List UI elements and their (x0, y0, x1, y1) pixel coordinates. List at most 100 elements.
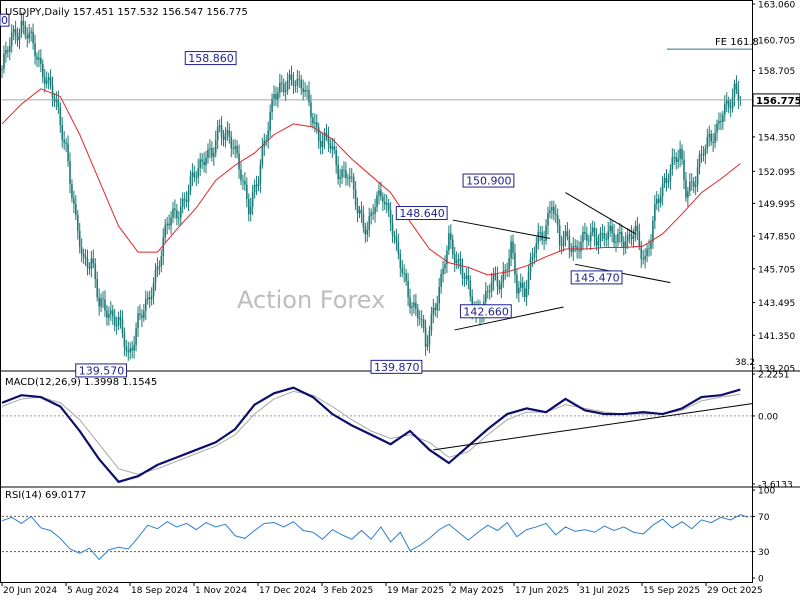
candle-body (673, 156, 676, 158)
candle-body (195, 177, 198, 178)
watermark: Action Forex (237, 286, 385, 314)
candle-body (689, 181, 691, 192)
candle-body (36, 56, 38, 60)
wedge-upper-trendline (565, 192, 636, 235)
candle-body (541, 232, 543, 240)
candle-body (230, 136, 233, 149)
candle-body (26, 35, 29, 39)
candle-body (290, 74, 293, 80)
candle-body (133, 344, 135, 351)
candle-body (364, 226, 367, 235)
candle-body (181, 198, 184, 207)
candle-body (640, 246, 643, 259)
price-annotation-label: 139.570 (79, 364, 125, 377)
candle-body (438, 286, 440, 304)
truncated-annotation-box (0, 13, 10, 27)
candle-body (521, 282, 524, 289)
candle-body (164, 225, 167, 238)
candle-body (617, 233, 619, 243)
candle-body (152, 283, 155, 297)
candle-body (205, 157, 207, 166)
candle-body (485, 291, 487, 302)
candle-body (496, 275, 499, 286)
candle-body (593, 227, 596, 238)
candle-body (529, 259, 532, 272)
candle-body (595, 237, 598, 246)
candle-body (331, 146, 334, 149)
candle-body (609, 225, 611, 232)
candle-body (246, 184, 248, 199)
candle-body (325, 132, 328, 135)
candle-body (98, 297, 100, 307)
candle-body (1, 69, 3, 70)
candle-body (634, 225, 637, 237)
rsi-axis-tick-label: 30 (758, 548, 770, 558)
candle-body (442, 268, 444, 275)
candle-body (720, 120, 722, 123)
candle-body (387, 203, 390, 211)
candle-body (607, 231, 610, 240)
candle-body (698, 154, 701, 168)
candle-body (702, 154, 705, 156)
price-axis-tick-label: 143.495 (758, 299, 795, 309)
candle-body (679, 148, 681, 159)
rsi-panel-title: RSI(14) 69.0177 (5, 490, 86, 501)
candle-body (288, 74, 291, 81)
candle-body (279, 82, 281, 93)
candle-body (139, 313, 141, 316)
date-axis-tick-label: 29 Oct 2025 (707, 586, 763, 596)
date-axis-tick-label: 2 May 2025 (451, 586, 504, 596)
candle-body (665, 177, 668, 183)
candle-body (222, 136, 225, 140)
candle-body (265, 140, 268, 141)
candle-body (397, 242, 400, 254)
candle-body (240, 169, 242, 181)
candle-body (630, 234, 633, 240)
candle-body (362, 213, 365, 227)
fib-retracement-label: 38.2 (735, 358, 755, 368)
candle-body (570, 249, 573, 252)
candle-body (735, 83, 738, 90)
candle-body (696, 167, 699, 185)
candle-body (187, 191, 190, 202)
candle-body (73, 198, 75, 205)
candle-body (135, 328, 137, 345)
candle-body (343, 169, 345, 171)
candle-body (650, 241, 652, 249)
candle-body (611, 225, 613, 234)
macd-trendline (433, 403, 753, 451)
candle-body (597, 241, 600, 246)
candle-body (172, 208, 174, 218)
price-annotation-label: 145.470 (574, 271, 620, 284)
candle-body (486, 291, 489, 292)
candle-body (399, 253, 402, 268)
candle-body (82, 253, 85, 257)
candle-body (551, 207, 553, 211)
candle-body (646, 248, 648, 256)
candle-body (226, 130, 229, 134)
candle-body (247, 198, 250, 215)
candle-body (160, 256, 163, 267)
candle-body (5, 50, 7, 54)
price-axis-tick-label: 141.350 (758, 332, 795, 342)
candle-body (22, 20, 25, 26)
candle-body (533, 252, 536, 257)
candle-body (566, 231, 569, 237)
candle-body (578, 250, 580, 252)
truncated-annotation-label: 0 (1, 14, 8, 27)
candle-body (18, 32, 21, 41)
candle-body (154, 269, 157, 284)
candle-body (401, 267, 404, 273)
candle-body (280, 82, 283, 84)
candle-body (71, 184, 73, 199)
macd-signal-line (1, 390, 741, 475)
candle-body (257, 183, 260, 187)
price-panel-title: USDJPY,Daily 157.451 157.532 156.547 156… (5, 7, 248, 18)
candle-body (232, 148, 235, 150)
candle-body (582, 231, 584, 243)
candle-body (63, 139, 65, 143)
candle-body (385, 203, 388, 205)
candle-body (488, 291, 491, 293)
candle-body (654, 203, 656, 221)
candle-body (352, 176, 355, 190)
